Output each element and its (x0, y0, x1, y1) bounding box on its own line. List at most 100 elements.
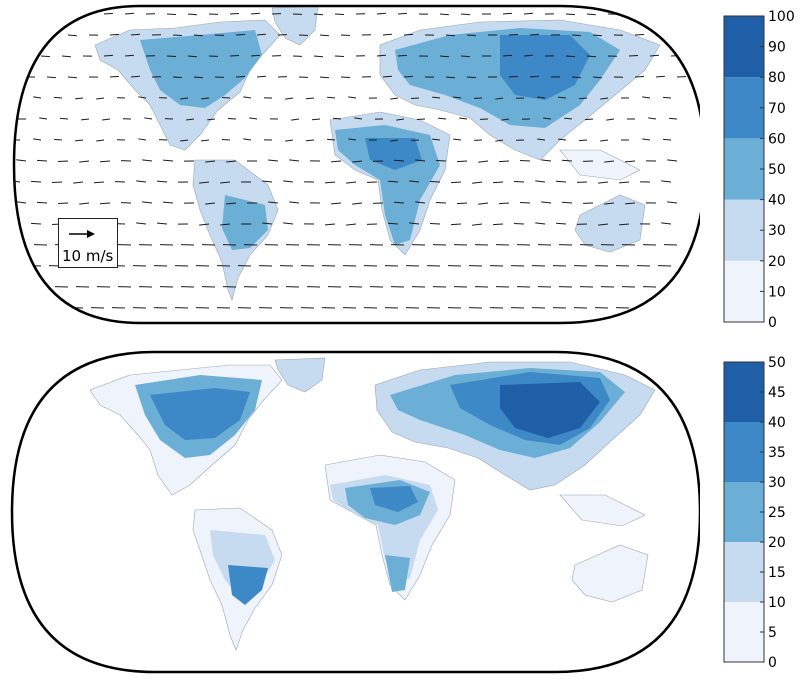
wind-vector (75, 97, 84, 100)
wind-vector (478, 160, 489, 163)
wind-vector (205, 202, 216, 205)
wind-vector (556, 180, 567, 183)
wind-vector (403, 33, 413, 36)
colorbar-tick-label: 10 (768, 284, 786, 300)
precipitation-panel: 0 5 10 15 20 25 30 35 40 45 50 Precipitation (%) (0, 340, 801, 679)
wind-vector (397, 54, 407, 57)
wind-vector (331, 160, 342, 163)
wind-vector (565, 13, 575, 16)
wind-vector (124, 12, 134, 15)
wind-vector (220, 181, 231, 184)
wind-vector (285, 139, 294, 142)
colorbar-bin (724, 138, 764, 200)
colorbar-tick-label: 30 (768, 223, 786, 239)
wind-vector (432, 96, 441, 99)
wind-vector (565, 55, 575, 58)
wind-vector (222, 96, 231, 99)
wind-vector (502, 54, 512, 57)
colorbar-tick-label: 100 (768, 9, 795, 25)
wind-vector (619, 223, 630, 226)
wind-vector (262, 180, 273, 183)
colorbar-bin (724, 77, 764, 139)
wind-vector (207, 118, 216, 121)
wind-vector (634, 75, 644, 78)
wind-vector (16, 201, 27, 204)
wind-vector (222, 138, 231, 141)
wind-vector (649, 54, 659, 57)
colorbar-tick-label: 5 (768, 625, 777, 641)
colorbar-bin (724, 482, 764, 542)
wind-vector (606, 118, 615, 121)
wind-vector (193, 76, 203, 79)
wind-vector (201, 97, 210, 100)
wind-vector (130, 75, 140, 78)
wind-vector (283, 222, 294, 225)
wind-vector (67, 34, 77, 37)
wind-vector (136, 222, 147, 225)
colorbar-tick-label: 20 (768, 535, 786, 551)
colorbar-tick-label: 50 (768, 162, 786, 178)
wind-vector (667, 201, 678, 204)
wind-vector (226, 160, 237, 163)
wind-vector (453, 96, 462, 99)
wind-vector (138, 138, 147, 141)
wind-vector (459, 117, 468, 120)
wind-vector (73, 181, 84, 184)
wind-vector (138, 96, 147, 99)
wind-vector (33, 138, 42, 141)
colorbar-tick-label: 60 (768, 131, 786, 147)
wind-vector (180, 139, 189, 142)
wind-vector (352, 160, 363, 163)
wind-vector (388, 180, 399, 183)
wind-vector (31, 180, 42, 183)
wind-vector (648, 117, 657, 120)
wind-vector (388, 222, 399, 225)
wind-vector (466, 76, 476, 79)
wind-vector (586, 13, 596, 16)
colorbar-tick-label: 35 (768, 445, 786, 461)
wind-vector (501, 118, 510, 121)
wind-vector (256, 33, 266, 36)
colorbar-tick-label: 25 (768, 505, 786, 521)
wind-vector (457, 160, 468, 163)
precipitation-map (10, 350, 700, 674)
colorbar-tick-label: 45 (768, 385, 786, 401)
wind-vector (54, 96, 63, 99)
wind-vector (306, 97, 315, 100)
wind-vector (495, 97, 504, 100)
wind-vector (472, 223, 483, 226)
wind-vector (451, 181, 462, 184)
wind-vector (193, 34, 203, 37)
wind-vector (172, 76, 182, 79)
wind-vector (327, 138, 336, 141)
wind-vector (571, 76, 581, 79)
wind-vector (346, 181, 357, 184)
wind-vector (61, 13, 71, 16)
wind-vector (460, 55, 470, 58)
wind-vector (537, 138, 546, 141)
wind-vector (390, 97, 399, 100)
wind-vector (79, 160, 90, 163)
wind-vector (495, 139, 504, 142)
wind-vector (523, 12, 533, 15)
colorbar-tick-label: 90 (768, 40, 786, 56)
wind-vector (331, 202, 342, 205)
wind-vector (432, 138, 441, 141)
wind-vector (655, 75, 665, 78)
colorbar-tick-label: 80 (768, 70, 786, 86)
wind-vector (439, 55, 449, 58)
wind-vector (37, 159, 48, 162)
recycling-ratio-panel: 10 m/s 0 10 20 30 40 50 60 70 80 90 100 Precipitati… (12, 4, 800, 331)
wind-vector (669, 117, 678, 120)
wind-vector (445, 76, 455, 79)
wind-vector (649, 12, 659, 15)
wind-vector (628, 12, 638, 15)
wind-vector (166, 55, 176, 58)
wind-vector (529, 33, 539, 36)
wind-vector (585, 118, 594, 121)
colorbar-label: Precipitation (%) (798, 450, 800, 574)
wind-vector (523, 54, 533, 57)
wind-vector (102, 118, 111, 121)
wind-vector (199, 181, 210, 184)
colorbar-tick-label: 0 (768, 315, 777, 331)
